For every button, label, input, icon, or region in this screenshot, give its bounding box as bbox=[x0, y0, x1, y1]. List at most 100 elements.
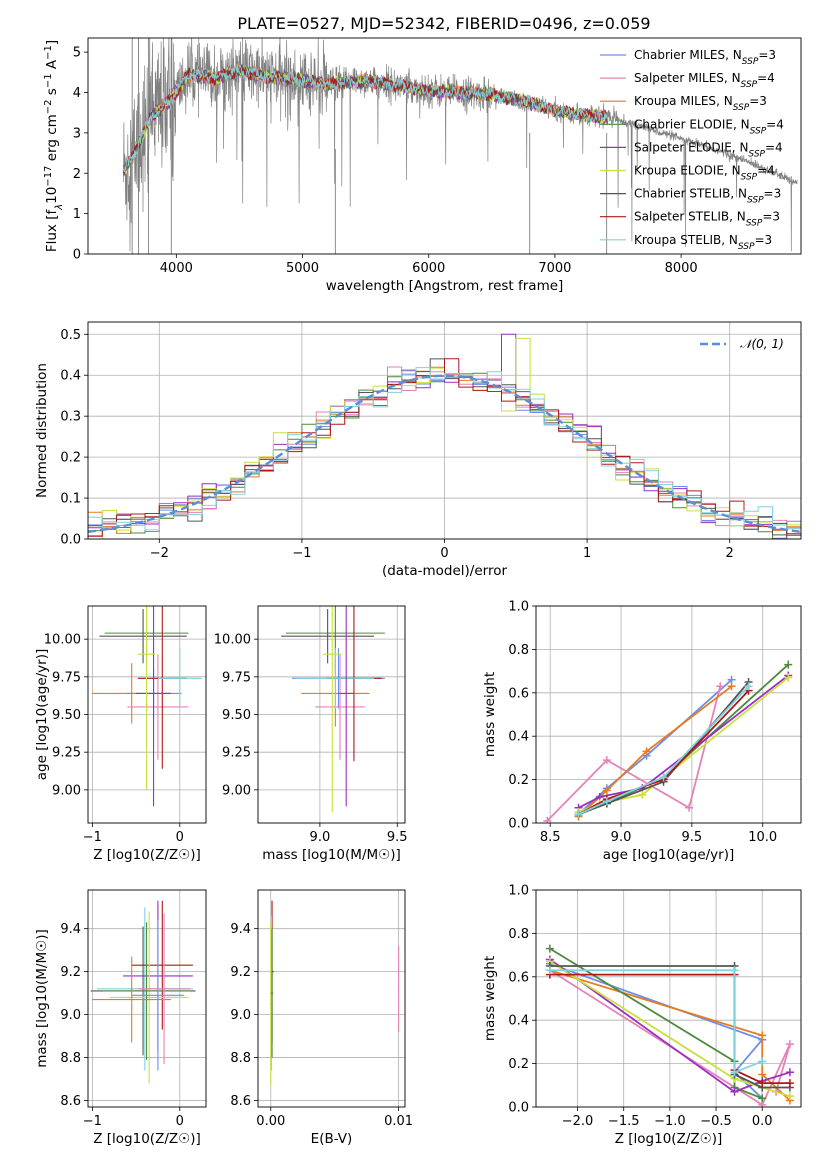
x-tick-label: 9.0 bbox=[310, 830, 331, 845]
series-point-marker bbox=[545, 944, 554, 953]
y-tick-label: 10.00 bbox=[214, 633, 251, 648]
y-tick-label: 8.8 bbox=[230, 1051, 251, 1066]
legend-equals: = bbox=[754, 233, 764, 247]
series-point-marker bbox=[602, 756, 611, 765]
legend-n-value: 4 bbox=[767, 164, 775, 178]
age-vs-mass-panel: 9.0 9.5 9.00 9.25 9.50 9.75 10.00 mass [log10(M… bbox=[214, 605, 408, 863]
x-tick-label: 9.0 bbox=[611, 830, 632, 845]
y-tick-label: 8.8 bbox=[60, 1051, 81, 1066]
y-axis-label-part: erg cm bbox=[44, 114, 60, 165]
legend-separator: , bbox=[721, 233, 729, 247]
series-point-marker bbox=[602, 786, 611, 795]
y-axis-label: Normed distribution bbox=[34, 363, 50, 498]
y-tick-label: 0.2 bbox=[508, 773, 529, 788]
x-axis-label: Z [log10(Z/Z☉)] bbox=[615, 1131, 723, 1147]
legend-n-value: 3 bbox=[774, 187, 782, 201]
y-tick-label: 3 bbox=[73, 126, 81, 141]
x-tick-label: 4000 bbox=[160, 261, 193, 276]
y-tick-label: 9.4 bbox=[60, 922, 81, 937]
legend-separator: , bbox=[729, 210, 737, 224]
legend-n-value: 4 bbox=[776, 117, 784, 131]
errorbar-plot-area bbox=[281, 606, 385, 813]
series-point-marker bbox=[758, 1094, 767, 1103]
x-tick-label: −1.0 bbox=[654, 1114, 686, 1129]
y-axis-label: mass weight bbox=[482, 956, 498, 1041]
series-line-chabrier-miles bbox=[549, 962, 764, 1099]
y-tick-label: 9.00 bbox=[222, 783, 251, 798]
x-tick-label: 0 bbox=[440, 546, 448, 561]
legend-n-subscript: SSP bbox=[750, 126, 767, 136]
y-tick-label: 9.50 bbox=[52, 708, 81, 723]
y-tick-label: 9.50 bbox=[222, 708, 251, 723]
x-tick-label: 1 bbox=[583, 546, 591, 561]
legend-label: Salpeter STELIB, NSSP=3 bbox=[634, 210, 780, 229]
legend-n-symbol: N bbox=[738, 187, 747, 201]
errorbar-plot-area bbox=[269, 900, 400, 1086]
series-point-marker bbox=[730, 1068, 739, 1077]
errorbar-plot-area bbox=[90, 900, 196, 1084]
x-tick-label: 0 bbox=[176, 1114, 184, 1129]
x-axis-label: wavelength [Angstrom, rest frame] bbox=[326, 278, 564, 294]
series-point-marker bbox=[543, 816, 552, 823]
y-tick-label: 9.0 bbox=[230, 1008, 251, 1023]
y-tick-label: 1 bbox=[73, 207, 81, 222]
x-tick-label: 0 bbox=[176, 830, 184, 845]
y-tick-label: 4 bbox=[73, 86, 81, 101]
y-axis-label-part: −2 bbox=[43, 99, 54, 114]
y-tick-label: 0.0 bbox=[508, 1101, 529, 1116]
x-axis-label: Z [log10(Z/Z☉)] bbox=[93, 1131, 201, 1147]
legend-series-name: Salpeter STELIB bbox=[634, 210, 729, 224]
y-axis-label: Flux [fλ10−17 erg cm−2 s−1 A−1] bbox=[43, 40, 65, 252]
x-tick-label: 0.01 bbox=[384, 1114, 413, 1129]
series-point-marker bbox=[602, 797, 611, 806]
legend-n-subscript: SSP bbox=[741, 80, 758, 90]
series-line-chabrier-stelib bbox=[578, 681, 750, 816]
y-axis-label-part: 10 bbox=[44, 187, 60, 204]
line-plot-area bbox=[543, 660, 793, 823]
y-axis-label-part: −17 bbox=[43, 166, 54, 187]
x-tick-label: 10.0 bbox=[748, 830, 777, 845]
y-tick-label: 5 bbox=[73, 46, 81, 61]
legend-series-name: Salpeter MILES bbox=[634, 71, 724, 85]
legend-equals: = bbox=[757, 164, 767, 178]
series-point-marker bbox=[642, 747, 651, 756]
x-tick-label: −1 bbox=[292, 546, 311, 561]
x-tick-label: −2.0 bbox=[562, 1114, 594, 1129]
series-line-chabrier-elodie bbox=[578, 663, 789, 816]
x-axis-label: E(B-V) bbox=[311, 1131, 353, 1147]
y-tick-label: 8.6 bbox=[60, 1094, 81, 1109]
model-spectrum-kroupa-elodie bbox=[123, 65, 609, 175]
legend-n-value: 3 bbox=[772, 210, 780, 224]
series-line-kroupa-elodie bbox=[549, 960, 791, 1098]
legend-label: Kroupa ELODIE, NSSP=4 bbox=[634, 164, 775, 183]
y-tick-label: 0.4 bbox=[508, 730, 529, 745]
legend-separator: , bbox=[724, 71, 732, 85]
legend-separator: , bbox=[725, 48, 733, 62]
model-spectrum-chabrier-stelib bbox=[122, 64, 609, 171]
legend-label: Chabrier MILES, NSSP=3 bbox=[634, 48, 776, 67]
legend-label: Kroupa MILES, NSSP=3 bbox=[634, 94, 767, 113]
x-axis-label: age [log10(age/yr)] bbox=[603, 847, 735, 863]
mass-weight-vs-age-panel: 8.5 9.0 9.5 10.0 0.0 0.2 0.4 0.6 0.8 1.0 age [log1… bbox=[482, 600, 802, 863]
y-axis-label-part: s bbox=[44, 88, 60, 99]
axes-frame bbox=[87, 321, 802, 540]
legend-n-subscript: SSP bbox=[747, 196, 764, 206]
axes-frame bbox=[87, 889, 207, 1108]
y-tick-label: 0.4 bbox=[508, 1014, 529, 1029]
legend-series-name: Kroupa STELIB bbox=[634, 233, 721, 247]
y-tick-label: 0.1 bbox=[60, 492, 81, 507]
y-axis-label-part: Flux [f bbox=[44, 209, 60, 253]
series-point-marker bbox=[574, 810, 583, 819]
y-tick-label: 0.6 bbox=[508, 686, 529, 701]
legend-n-symbol: N bbox=[724, 94, 733, 108]
x-tick-label: −1.5 bbox=[608, 1114, 640, 1129]
y-tick-label: 10.00 bbox=[44, 633, 81, 648]
series-line-kroupa-miles bbox=[577, 685, 733, 818]
y-tick-label: 2 bbox=[73, 167, 81, 182]
series-point-marker bbox=[758, 1031, 767, 1040]
legend-separator: , bbox=[724, 164, 732, 178]
figure-title: PLATE=0527, MJD=52342, FIBERID=0496, z=0… bbox=[237, 14, 650, 33]
axes-frame bbox=[87, 605, 207, 824]
series-point-marker bbox=[730, 966, 739, 975]
legend-separator: , bbox=[732, 140, 740, 154]
